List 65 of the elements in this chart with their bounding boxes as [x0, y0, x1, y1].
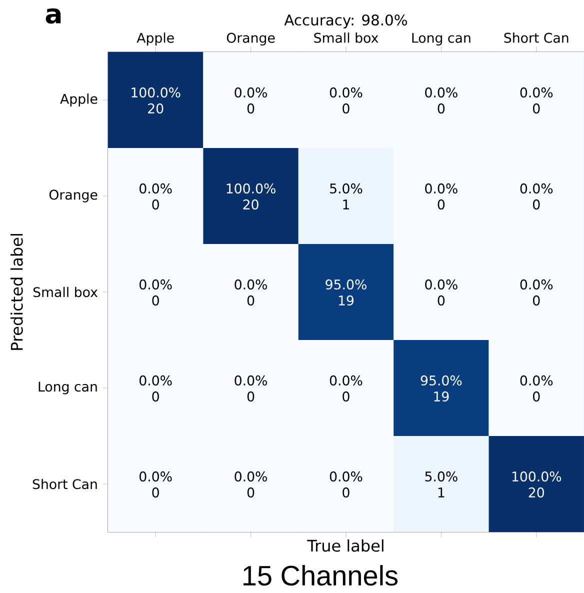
- data-label: 0.0%: [234, 87, 267, 98]
- data-label: 0.0%: [140, 471, 172, 482]
- data-label: 0.0%: [234, 279, 267, 290]
- annotation: 1: [343, 200, 350, 210]
- y-tick-label: Small box: [33, 286, 98, 298]
- annotation: 20: [148, 103, 164, 114]
- x-axis-title: True label: [307, 539, 384, 552]
- annotation: 19: [338, 295, 354, 306]
- x-tick-label: Small box: [314, 32, 378, 43]
- y-tick-label: Short Can: [32, 478, 97, 490]
- x-tick-label: Apple: [136, 32, 174, 46]
- data-label: 0.0%: [234, 375, 267, 386]
- data-label: 0.0%: [520, 183, 553, 194]
- annotation: 0: [438, 103, 445, 114]
- data-label: 0.0%: [520, 375, 553, 386]
- annotation: 0: [247, 487, 254, 498]
- annotation: 0: [342, 103, 350, 114]
- annotation: 0: [152, 295, 159, 306]
- data-label: 0.0%: [425, 87, 458, 98]
- annotation: 0: [533, 391, 540, 402]
- text: a: [46, 8, 61, 24]
- annotation: 0: [342, 487, 350, 498]
- data-label: 5.0%: [425, 471, 458, 482]
- data-label: 95.0%: [420, 375, 462, 386]
- x-tick-label: Long can: [412, 32, 470, 46]
- annotation: 0: [247, 295, 254, 306]
- data-label: 100.0%: [512, 471, 562, 482]
- y-tick-label: Apple: [60, 94, 98, 106]
- annotation: 20: [528, 487, 544, 498]
- y-tick-label: Orange: [49, 190, 98, 202]
- annotation: 0: [533, 199, 540, 210]
- data-label: 0.0%: [425, 183, 458, 194]
- annotation: 1: [438, 488, 444, 498]
- data-label: 0.0%: [425, 279, 458, 290]
- annotation: 0: [152, 391, 159, 402]
- data-label: 95.0%: [326, 279, 366, 290]
- data-label: 0.0%: [520, 279, 553, 290]
- y-axis-title: Predicted label: [10, 234, 23, 350]
- data-label: 0.0%: [520, 87, 553, 98]
- x-tick-label: Short Can: [504, 32, 568, 43]
- annotation: 0: [533, 103, 540, 114]
- annotation: 0: [533, 295, 540, 306]
- data-label: 0.0%: [140, 183, 172, 194]
- y-tick-label: Long can: [38, 382, 97, 394]
- annotation: 0: [438, 199, 445, 210]
- data-label: 5.0%: [330, 183, 362, 194]
- annotation: 0: [152, 199, 159, 210]
- data-label: 100.0%: [226, 183, 276, 194]
- annotation: 0: [152, 487, 159, 498]
- annotation: 0: [438, 295, 445, 306]
- data-label: 0.0%: [330, 87, 362, 98]
- data-label: 0.0%: [140, 375, 172, 386]
- annotation: 0: [247, 103, 254, 114]
- data-label: 0.0%: [330, 375, 362, 386]
- annotation: 0: [247, 391, 254, 402]
- data-label: 0.0%: [140, 279, 172, 290]
- chart-title: Accuracy: 98.0%: [284, 14, 407, 28]
- data-label: 0.0%: [234, 471, 267, 482]
- annotation: 19: [434, 391, 449, 402]
- x-tick-label: Orange: [226, 32, 275, 46]
- annotation: 0: [342, 391, 350, 402]
- annotation: 20: [243, 199, 258, 210]
- data-label: 0.0%: [330, 471, 362, 482]
- text: 15 Channels: [244, 565, 398, 586]
- data-label: 100.0%: [132, 87, 180, 98]
